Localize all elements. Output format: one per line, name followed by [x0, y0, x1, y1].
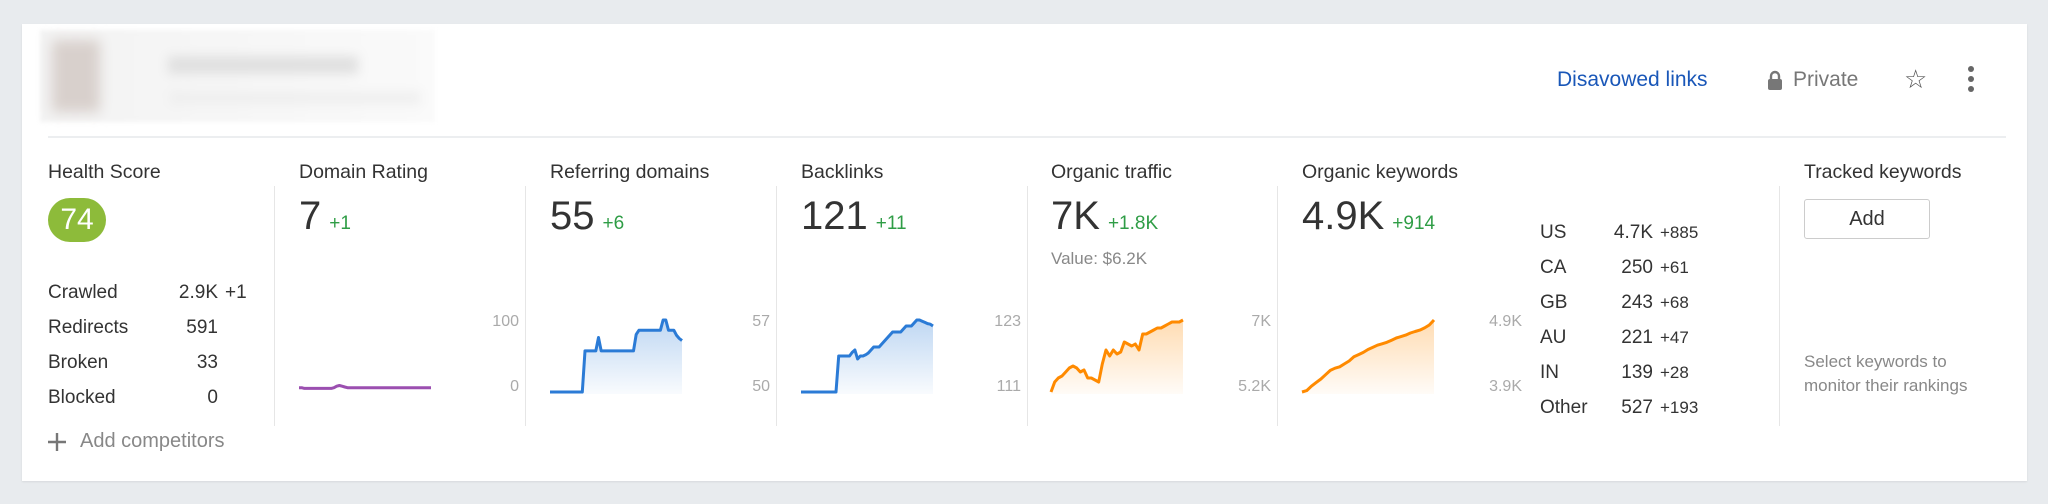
country-value[interactable]: 4.7K [1613, 222, 1653, 243]
column-divider [525, 186, 526, 426]
metric-value-number: 7K [1051, 194, 1100, 238]
axis-max-label: 4.9K [1489, 313, 1522, 330]
sparkline-line [1301, 318, 1436, 394]
metric-value-number: 55 [550, 194, 595, 238]
metric-value[interactable]: 7 +1 [299, 194, 351, 239]
sparkline-area [1302, 320, 1434, 394]
metric-value-number: 7 [299, 194, 322, 238]
metric-value[interactable]: 7K +1.8K [1051, 194, 1158, 239]
metric-title[interactable]: Backlinks [801, 161, 884, 183]
header-divider [48, 136, 2006, 138]
add-tracked-keywords-button[interactable]: Add [1804, 199, 1930, 239]
metric-delta: +11 [875, 213, 907, 234]
metric-delta: +6 [602, 213, 625, 234]
sparkline-chart[interactable] [801, 318, 934, 394]
country-code: AU [1540, 327, 1567, 348]
sparkline-chart[interactable] [299, 318, 431, 394]
sparkline-area [801, 320, 933, 394]
sparkline-area [1051, 320, 1183, 394]
country-value[interactable]: 243 [1621, 292, 1653, 313]
metric-title[interactable]: Organic traffic [1051, 161, 1173, 183]
sparkline-chart[interactable] [1049, 318, 1184, 394]
axis-max-label: 100 [492, 313, 519, 330]
tracked-keywords-hint: Select keywords to monitor their ranking… [1804, 352, 1968, 395]
health-row-delta: +1 [225, 282, 247, 303]
lock-icon [1768, 70, 1782, 90]
sparkline-chart[interactable] [1301, 318, 1436, 394]
project-logo-blurred[interactable] [40, 30, 435, 122]
metric-subvalue: Value: $6.2K [1051, 249, 1148, 268]
country-code: IN [1540, 362, 1559, 383]
country-code: GB [1540, 292, 1568, 313]
sparkline-line [550, 318, 683, 394]
country-value[interactable]: 139 [1621, 362, 1653, 383]
sparkline-area [550, 320, 682, 394]
column-divider [1027, 186, 1028, 426]
health-row-label: Redirects [48, 317, 129, 338]
sparkline-line [299, 384, 431, 390]
axis-max-label: 57 [752, 313, 770, 330]
metric-title[interactable]: Referring domains [550, 161, 710, 183]
country-value[interactable]: 250 [1621, 257, 1653, 278]
country-delta: +47 [1660, 328, 1689, 347]
metric-delta: +1.8K [1107, 213, 1159, 234]
health-score-badge[interactable]: 74 [48, 198, 106, 242]
metric-value[interactable]: 4.9K +914 [1302, 194, 1435, 239]
more-vertical-icon[interactable] [1968, 66, 1976, 92]
plus-icon [48, 432, 66, 451]
axis-max-label: 123 [994, 313, 1021, 330]
column-divider [1277, 186, 1278, 426]
star-icon[interactable]: ☆ [1904, 64, 1928, 94]
sparkline-line [801, 318, 934, 394]
metric-value[interactable]: 55 +6 [550, 194, 624, 239]
disavowed-links-link[interactable]: Disavowed links [1557, 68, 1708, 91]
country-value[interactable]: 221 [1621, 327, 1653, 348]
health-row-value[interactable]: 591 [186, 317, 218, 338]
health-row-value[interactable]: 33 [196, 352, 218, 373]
tracked-keywords-title: Tracked keywords [1804, 161, 1962, 183]
axis-min-label: 5.2K [1238, 378, 1271, 395]
health-row-label: Broken [48, 352, 109, 373]
column-divider [274, 186, 275, 426]
axis-min-label: 50 [752, 378, 770, 395]
country-delta: +61 [1660, 258, 1689, 277]
axis-min-label: 111 [996, 378, 1021, 395]
project-card: Disavowed links Private ☆ Health Score 7… [22, 24, 2027, 481]
health-score-title[interactable]: Health Score [48, 161, 161, 183]
country-delta: +885 [1660, 223, 1699, 242]
metric-value-number: 4.9K [1302, 194, 1385, 238]
metric-value[interactable]: 121 +11 [801, 194, 907, 239]
country-delta: +28 [1660, 363, 1689, 382]
metric-title[interactable]: Organic keywords [1302, 161, 1459, 183]
axis-min-label: 3.9K [1489, 378, 1522, 395]
country-code: CA [1540, 257, 1567, 278]
sparkline-line [1049, 318, 1184, 393]
sparkline-chart[interactable] [550, 318, 683, 394]
axis-min-label: 0 [510, 378, 519, 395]
add-competitors-label: Add competitors [80, 430, 225, 452]
country-delta: +193 [1660, 398, 1699, 417]
country-code: US [1540, 222, 1567, 243]
axis-max-label: 7K [1251, 313, 1271, 330]
health-row-value[interactable]: 0 [207, 387, 218, 408]
column-divider [1779, 186, 1780, 426]
health-row-value[interactable]: 2.9K [178, 282, 218, 303]
private-toggle[interactable]: Private [1767, 68, 1858, 92]
private-label: Private [1793, 68, 1859, 91]
add-competitors-button[interactable]: Add competitors [48, 430, 225, 453]
metric-delta: +1 [329, 213, 351, 234]
column-divider [776, 186, 777, 426]
country-value[interactable]: 527 [1621, 397, 1653, 418]
health-row-label: Crawled [48, 282, 118, 303]
metric-value-number: 121 [801, 194, 868, 238]
metric-title[interactable]: Domain Rating [299, 161, 428, 183]
country-delta: +68 [1660, 293, 1689, 312]
country-code: Other [1540, 397, 1588, 418]
health-row-label: Blocked [48, 387, 116, 408]
metric-delta: +914 [1392, 213, 1436, 234]
